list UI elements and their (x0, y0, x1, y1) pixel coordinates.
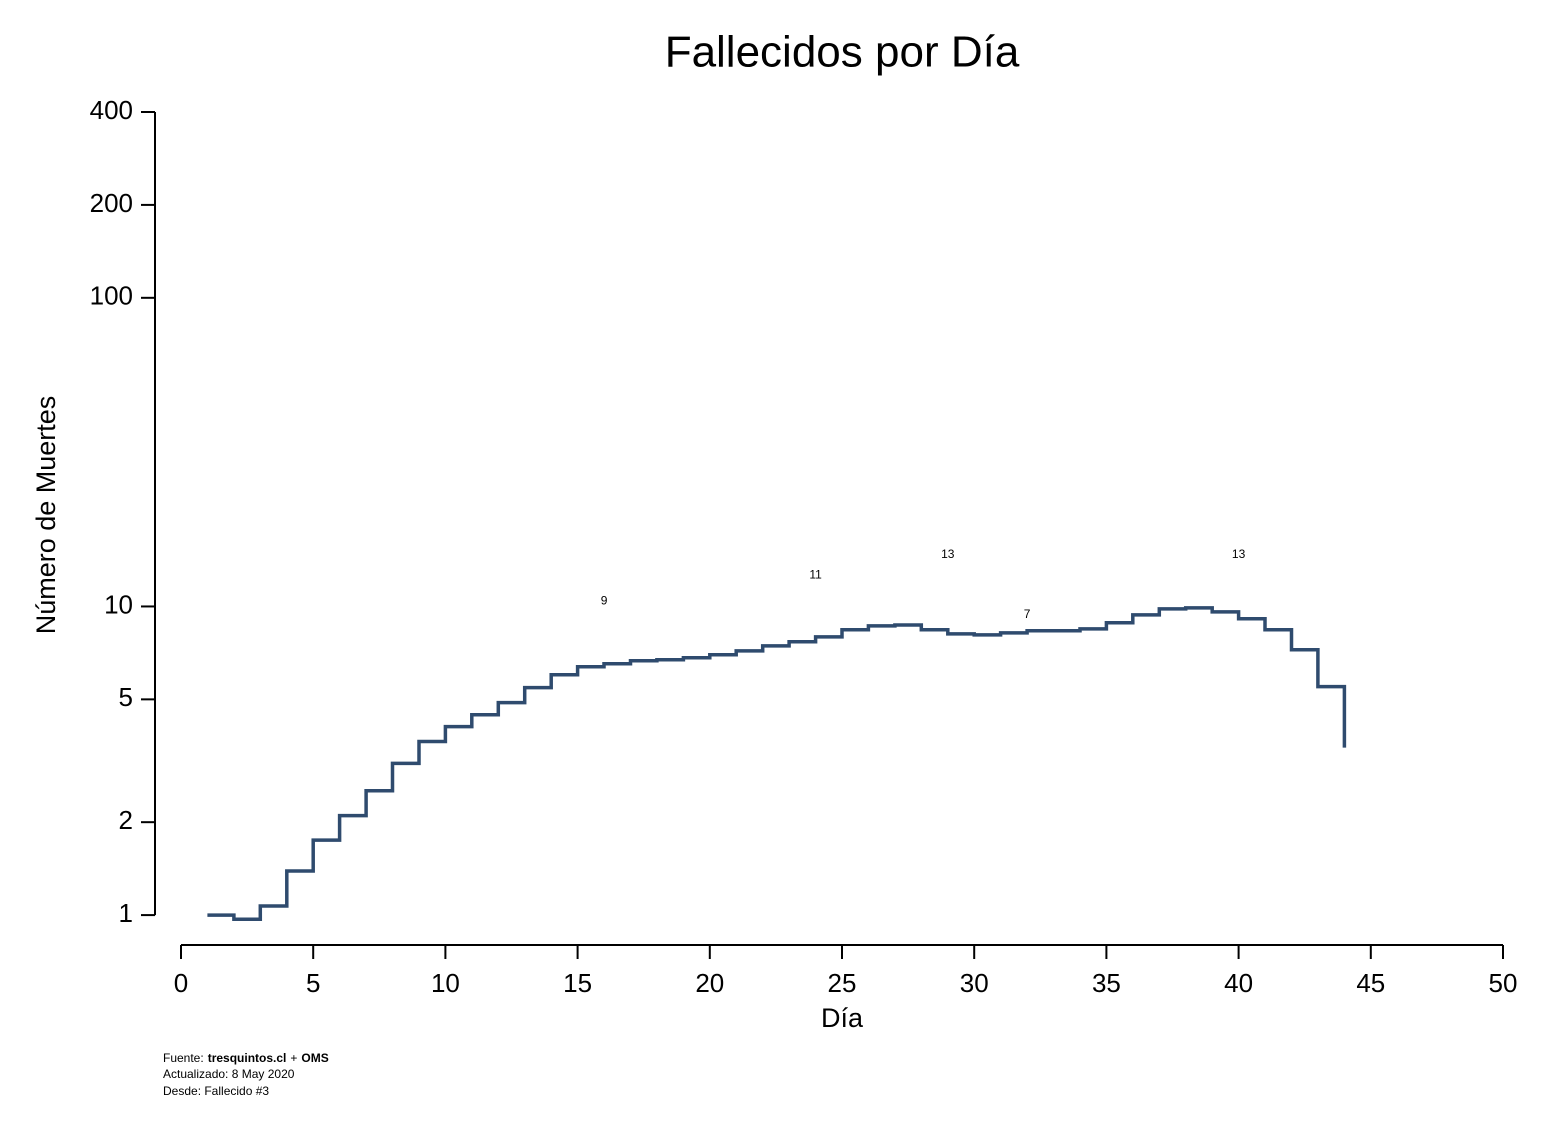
x-tick-label: 30 (960, 968, 989, 998)
annotation: 9 (601, 593, 608, 607)
data-line (207, 606, 1347, 921)
x-tick-label: 15 (563, 968, 592, 998)
annotation: 11 (809, 568, 822, 582)
annotation: 13 (1232, 547, 1246, 561)
x-tick-label: 0 (174, 968, 188, 998)
footer-since: Desde: Fallecido #3 (163, 1084, 269, 1098)
footer-source: Fuente: tresquintos.cl + OMS (163, 1051, 329, 1065)
x-tick-label: 40 (1224, 968, 1253, 998)
footer-source-org: OMS (301, 1051, 328, 1065)
y-tick-label: 2 (119, 805, 133, 835)
y-tick-label: 200 (90, 188, 133, 218)
x-tick-label: 20 (695, 968, 724, 998)
x-tick-label: 35 (1092, 968, 1121, 998)
annotation: 7 (1024, 607, 1031, 621)
x-tick-label: 25 (828, 968, 857, 998)
footer-source-sep: + (290, 1051, 297, 1065)
y-tick-label: 5 (119, 682, 133, 712)
footer-source-label: Fuente: (163, 1051, 204, 1065)
annotation: 13 (941, 547, 955, 561)
footer-updated: Actualizado: 8 May 2020 (163, 1067, 295, 1081)
x-tick-label: 50 (1489, 968, 1518, 998)
x-tick-label: 5 (306, 968, 320, 998)
chart-title: Fallecidos por Día (665, 28, 1020, 77)
y-tick-label: 10 (104, 589, 133, 619)
x-tick-label: 10 (431, 968, 460, 998)
x-axis-label: Día (821, 1003, 864, 1033)
y-tick-label: 400 (90, 95, 133, 125)
x-tick-label: 45 (1356, 968, 1385, 998)
y-tick-label: 1 (119, 898, 133, 928)
footer-source-site: tresquintos.cl (208, 1051, 287, 1065)
y-tick-label: 100 (90, 281, 133, 311)
y-axis-label: Número de Muertes (31, 396, 61, 635)
